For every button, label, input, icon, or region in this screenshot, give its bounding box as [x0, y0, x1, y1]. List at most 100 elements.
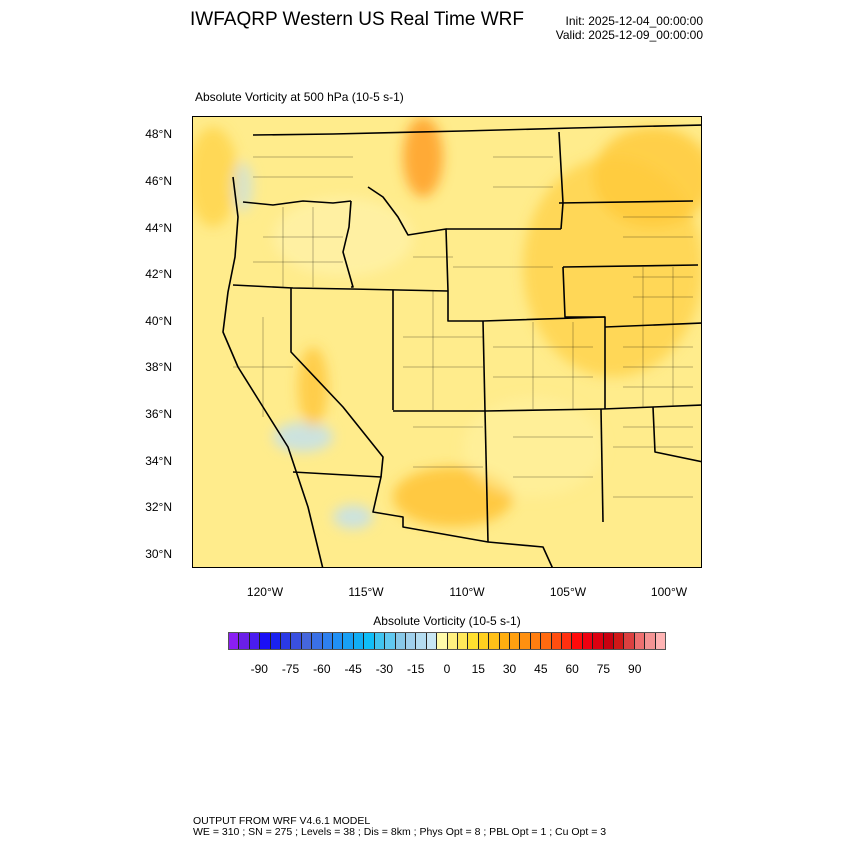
colorbar-box	[260, 633, 271, 649]
colorbar-label: 75	[596, 662, 611, 676]
colorbar-box	[562, 633, 573, 649]
colorbar-label: -30	[375, 662, 394, 676]
colorbar-box	[541, 633, 552, 649]
wy-co-border	[447, 291, 606, 322]
lat-label: 40°N	[145, 314, 172, 328]
colorbar-box	[395, 633, 406, 649]
az-nm-border	[484, 410, 489, 543]
lon-label: 120°W	[246, 585, 284, 599]
colorbar-box	[593, 633, 604, 649]
colorbar-box	[582, 633, 594, 649]
init-time: Init: 2025-12-04_00:00:00	[565, 14, 703, 28]
colorbar-box	[239, 633, 250, 649]
lat-label: 44°N	[145, 221, 172, 235]
colorbar-label: -75	[281, 662, 300, 676]
colorbar-box	[281, 633, 292, 649]
footer-line-2: WE = 310 ; SN = 275 ; Levels = 38 ; Dis …	[193, 826, 607, 838]
colorbar-box	[385, 633, 396, 649]
colorbar-label: 0	[443, 662, 451, 676]
sd-ne-border	[562, 264, 699, 268]
plot-title: IWFAQRP Western US Real Time WRF	[190, 9, 524, 30]
id-nv-ut-border	[350, 288, 449, 292]
colorbar-box	[301, 633, 313, 649]
colorbar-label: 90	[628, 662, 642, 676]
init-valid-times: Init: 2025-12-04_00:00:00 Valid: 2025-12…	[556, 14, 703, 42]
lat-label: 30°N	[145, 547, 172, 561]
ne-ks-border	[604, 322, 701, 328]
colorbar-box	[447, 633, 458, 649]
state-borders	[222, 124, 701, 567]
vorticity-map	[192, 116, 702, 568]
colorbar-box	[468, 633, 479, 649]
colorbar	[228, 632, 666, 650]
colorbar-box	[426, 633, 438, 649]
lat-label: 42°N	[145, 267, 172, 281]
lat-label: 32°N	[145, 500, 172, 514]
map-svg	[193, 117, 701, 567]
colorbar-box	[499, 633, 510, 649]
colorbar-box	[437, 633, 448, 649]
colorbar-label: -15	[407, 662, 425, 676]
lat-label: 36°N	[145, 407, 172, 421]
colorbar-box	[229, 633, 240, 649]
colorbar-box	[645, 633, 656, 649]
ca-nv-border	[290, 288, 384, 478]
canada-border	[252, 124, 701, 136]
lon-label: 105°W	[549, 585, 587, 599]
mexico-border	[292, 471, 553, 567]
lat-label: 34°N	[145, 454, 172, 468]
colorbar-title: Absolute Vorticity (10-5 s-1)	[373, 614, 521, 628]
county-borders	[233, 156, 693, 498]
colorbar-box	[405, 633, 417, 649]
ut-co-border	[482, 320, 486, 412]
lat-label: 48°N	[145, 127, 172, 141]
colorbar-box	[614, 633, 625, 649]
colorbar-box	[270, 633, 282, 649]
colorbar-box	[291, 633, 302, 649]
colorbar-box	[416, 633, 427, 649]
colorbar-label: 15	[471, 662, 485, 676]
colorbar-label: 60	[565, 662, 579, 676]
lat-label: 38°N	[145, 360, 172, 374]
colorbar-label: 45	[534, 662, 548, 676]
colorbar-box	[312, 633, 323, 649]
colorbar-box	[353, 633, 365, 649]
field-subtitle: Absolute Vorticity at 500 hPa (10-5 s-1)	[195, 90, 404, 104]
model-info-footer: OUTPUT FROM WRF V4.6.1 MODEL WE = 310 ; …	[193, 816, 606, 838]
colorbar-box	[655, 633, 666, 649]
colorbar-box	[530, 633, 542, 649]
colorbar-box	[322, 633, 334, 649]
colorbar-box	[603, 633, 615, 649]
lon-label: 115°W	[348, 585, 384, 599]
colorbar-label: 30	[502, 662, 517, 676]
id-mt-wy-border	[367, 186, 449, 292]
colorbar-box	[478, 633, 490, 649]
nd-sd-border	[558, 200, 694, 204]
colorbar-box	[457, 633, 469, 649]
footer-line-1: OUTPUT FROM WRF V4.6.1 MODEL	[193, 815, 371, 827]
colorbar-box	[333, 633, 344, 649]
colorbar-label: -90	[250, 662, 268, 676]
colorbar-box	[364, 633, 375, 649]
colorbar-box	[509, 633, 521, 649]
colorbar-box	[520, 633, 531, 649]
colorbar-box	[624, 633, 635, 649]
colorbar-box	[551, 633, 562, 649]
nm-tx-border	[600, 408, 604, 523]
lon-label: 110°W	[449, 585, 485, 599]
ok-tx-border	[652, 406, 701, 463]
colorbar-box	[489, 633, 500, 649]
lon-label: 100°W	[650, 585, 688, 599]
colorbar-box	[343, 633, 354, 649]
colorbar-label: -45	[344, 662, 362, 676]
colorbar-box	[374, 633, 386, 649]
ne-co-border	[562, 266, 606, 409]
wa-or-border	[242, 200, 352, 206]
or-id-border	[342, 200, 354, 288]
colorbar-box	[572, 633, 583, 649]
colorbar-label: -60	[313, 662, 331, 676]
colorbar-box	[249, 633, 261, 649]
or-ca-nv-border	[232, 284, 352, 290]
colorbar-box	[634, 633, 646, 649]
valid-time: Valid: 2025-12-09_00:00:00	[555, 28, 703, 42]
